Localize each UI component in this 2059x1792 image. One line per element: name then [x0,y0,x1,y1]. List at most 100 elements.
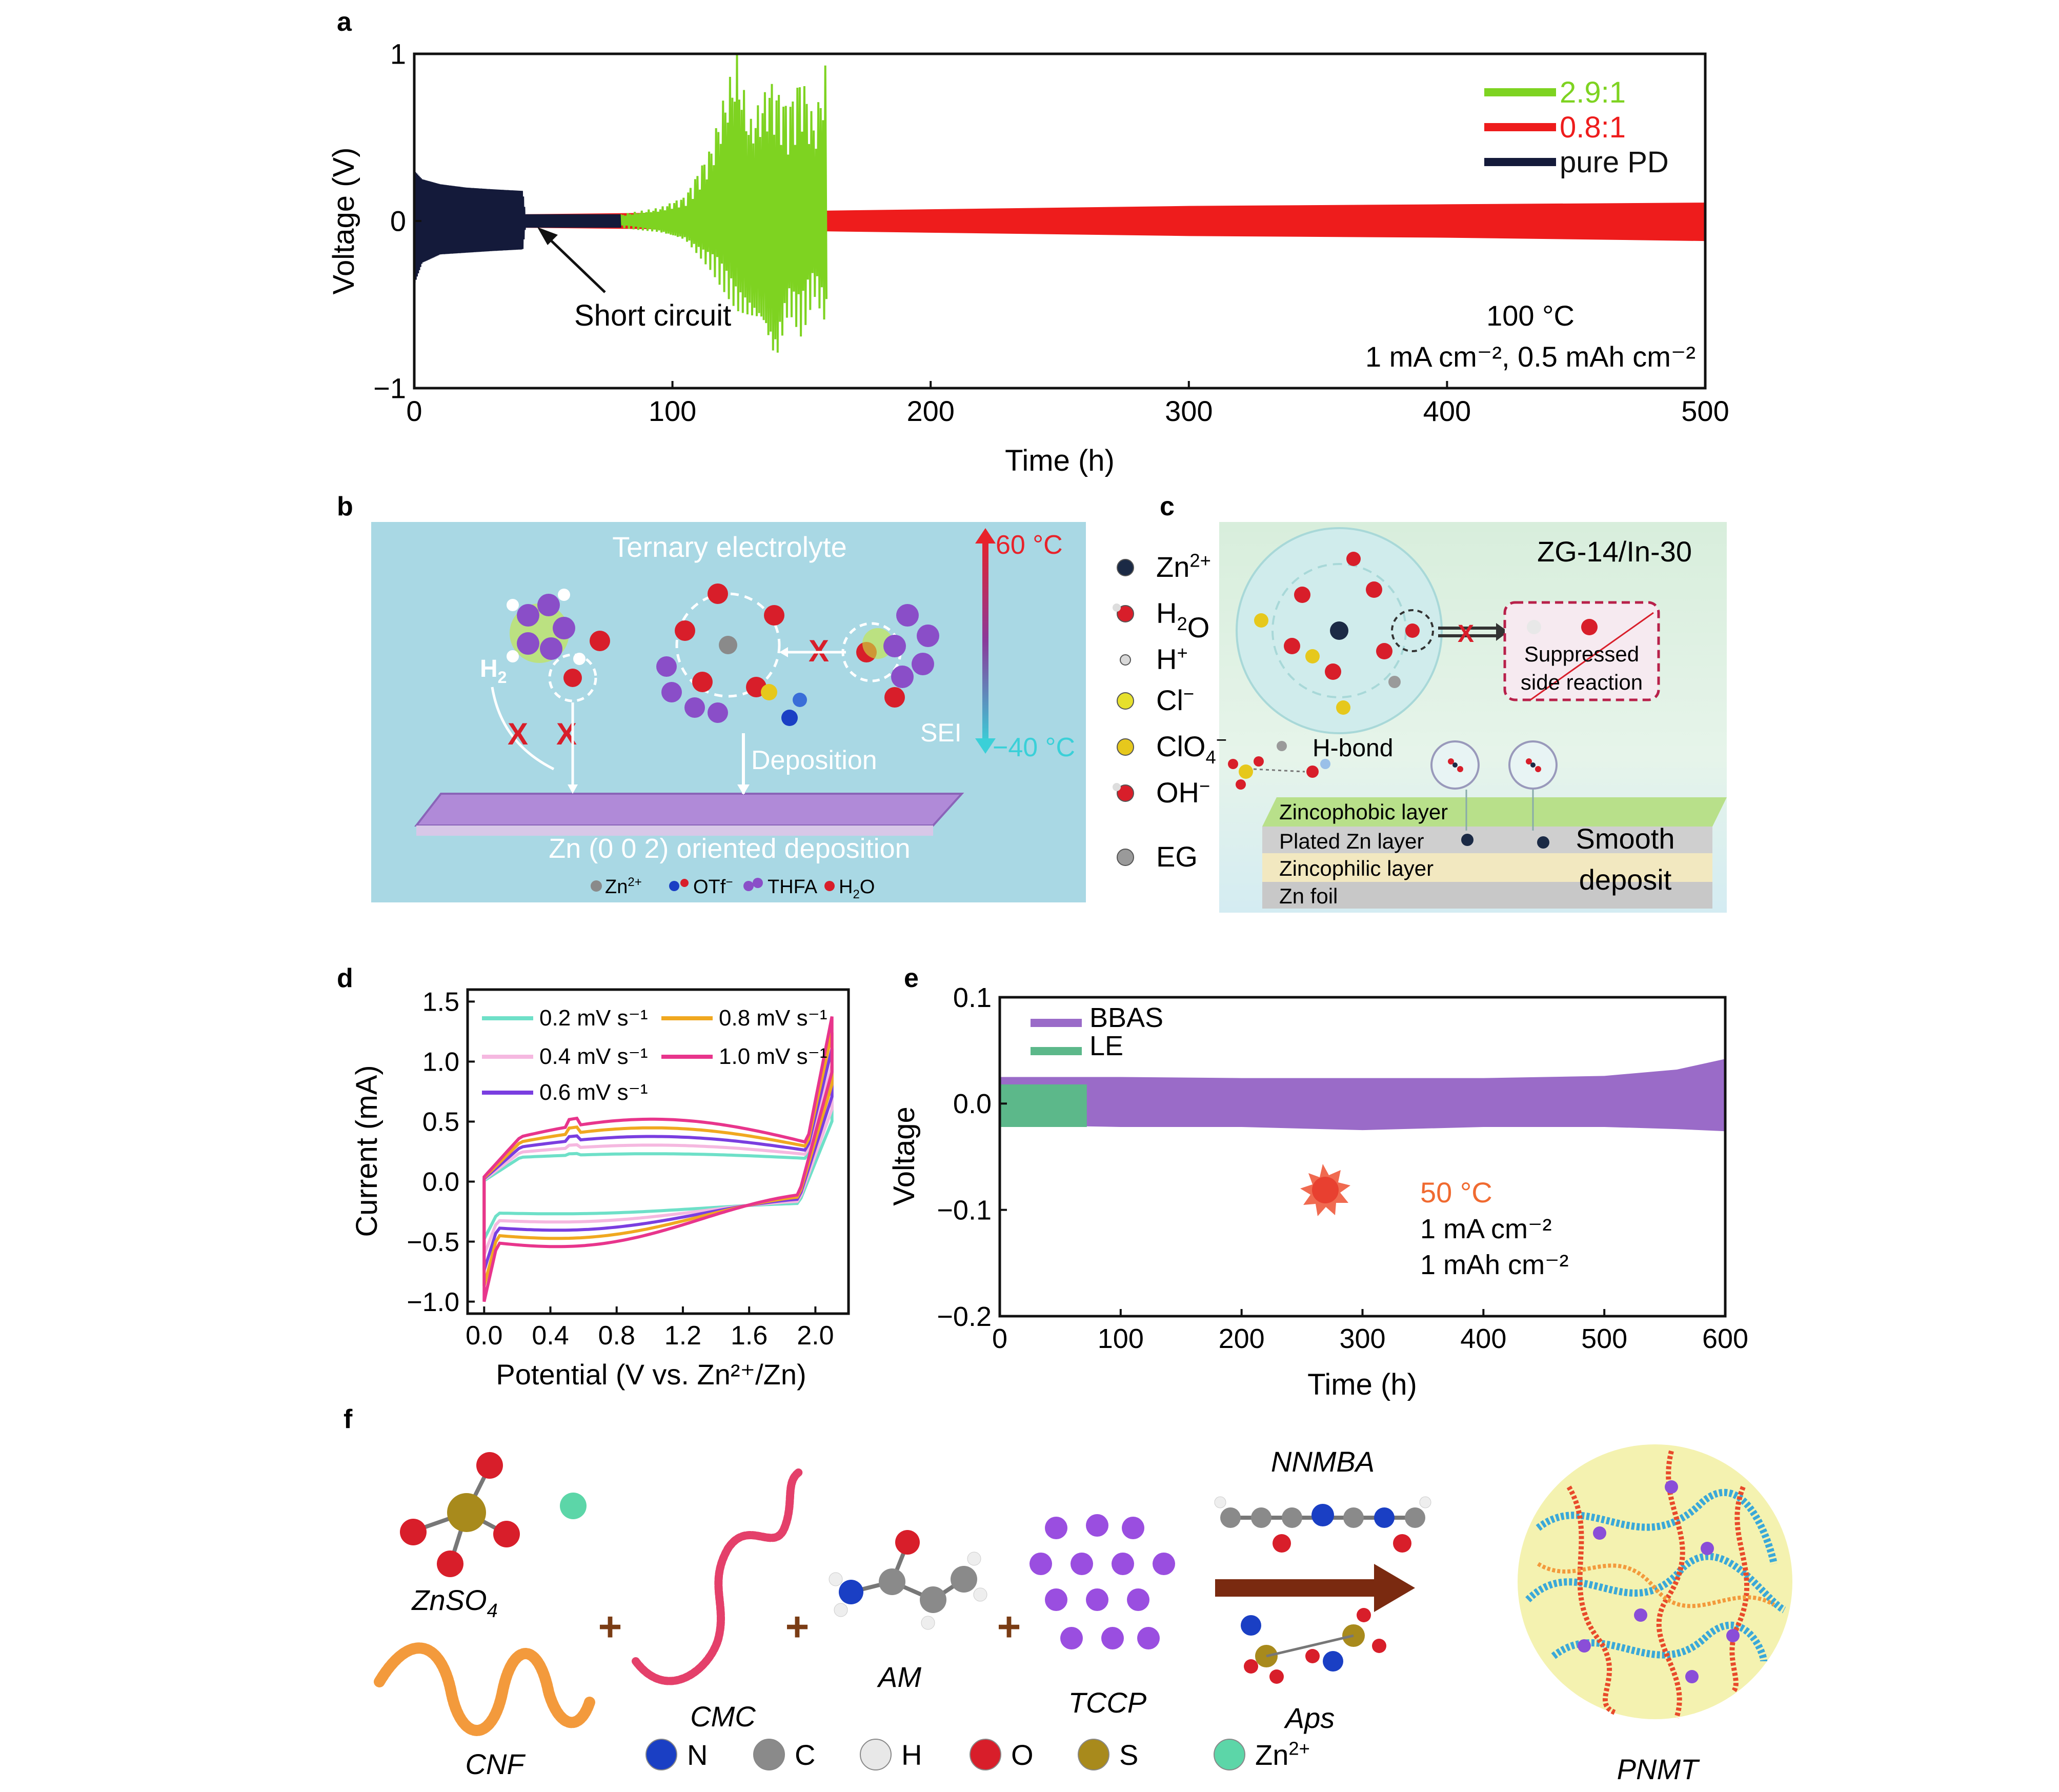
temperature-high-label: 60 °C [996,530,1063,560]
legend-label: 0.6 mV s⁻¹ [539,1080,648,1105]
x-tick-label: 1.2 [664,1321,701,1351]
y-tick-label: −0.2 [937,1301,992,1332]
species-label: OH− [1156,775,1210,809]
x-tick-label: 300 [1165,395,1213,427]
cv-curve [482,1064,834,1256]
panel-d-y-axis-label: Current (mA) [350,1065,383,1237]
legend-swatch [1031,1019,1082,1027]
short-circuit-annotation: Short circuit [537,227,731,332]
panel-d-ticks: 0.0 0.4 0.8 1.2 1.6 2.0 −1.0 −0.5 0.0 0.5 1.0 1.5 [407,988,834,1351]
y-tick-label: −0.1 [937,1195,992,1226]
series-band [1000,1059,1725,1132]
deposition-label: Deposition [751,746,877,775]
cnf-fiber-icon [374,1642,595,1736]
species-label: Cl− [1156,683,1194,716]
y-tick-label: 1.0 [422,1048,459,1077]
panel-a-temperature: 100 °C [1486,299,1574,332]
zn-foil-layer [1262,882,1712,909]
sei-label: SEI [920,718,962,747]
panel-letter-d: d [337,963,353,993]
series-pure-PD [413,171,621,283]
side-reaction-label: side reaction [1521,670,1643,694]
panel-e-x-axis-label: Time (h) [1307,1368,1417,1401]
legend-label: BBAS [1089,1002,1163,1033]
panel-e: e 0 100 200 300 400 500 600 −0.2 −0.1 0.0 0.1 Time… [887,963,1748,1401]
blocked-arrow-icon: X [1438,620,1508,648]
thfa-molecule-left-icon [507,589,610,702]
pnmt-label: PNMT [1617,1753,1700,1785]
x-tick-label: 400 [1423,395,1471,427]
panel-d-legend: 0.2 mV s⁻¹ 0.4 mV s⁻¹ 0.6 mV s⁻¹ 0.8 mV s⁻¹… [482,1005,827,1105]
atom-label: H [901,1739,922,1771]
panel-b: b Ternary electrolyte 60 °C −40 °C SEI Z… [337,492,1086,902]
smooth-label: Smooth [1576,822,1675,855]
heat-burst-icon [1300,1164,1350,1216]
species-label: Zn2+ [1156,550,1211,583]
znso4-molecule-icon [400,1452,587,1577]
atom-label: Zn2+ [1255,1738,1310,1771]
panel-a-x-axis-label: Time (h) [1005,444,1115,477]
legend-swatch [1031,1047,1082,1055]
species-icon [1117,738,1134,756]
species-label: ClO4− [1156,729,1227,768]
cv-curve [482,1016,834,1302]
suppressed-label: Suppressed [1524,642,1639,666]
atom-swatch [645,1739,677,1770]
series-line [413,171,621,283]
temperature-arrow-up-icon [975,528,996,543]
panel-letter-a: a [337,7,352,37]
species-icon [1117,784,1134,802]
y-tick-label: 1.5 [422,988,459,1017]
plus-sign: + [785,1604,810,1649]
solvation-structure-icon [1236,527,1443,734]
species-label: EG [1156,840,1198,873]
atom-label: S [1119,1739,1138,1771]
panel-c-title: ZG-14/In-30 [1537,535,1692,568]
x-tick-label: 0.4 [532,1321,569,1351]
cnf-label: CNF [465,1748,526,1780]
blocked-x-icon: X [508,717,528,751]
plated-zn-layer [1262,827,1712,853]
x-tick-label: 600 [1702,1323,1748,1354]
zn-002-plane-label: Zn (0 0 2) oriented deposition [549,833,910,864]
x-tick-label: 100 [1098,1323,1144,1354]
species-icon [1117,605,1134,622]
y-tick-label: −0.5 [407,1227,459,1257]
x-tick-label: 0 [992,1323,1007,1354]
x-tick-label: 2.0 [797,1321,834,1351]
y-tick-label: 1 [390,38,406,70]
panel-b-legend: Zn2+ OTf− THFA H2O [591,875,875,901]
aps-molecule-icon [1241,1608,1386,1684]
layer-label: Zn foil [1279,884,1338,908]
panel-a: a 0 100 200 300 400 500−101 Time (h) Voltage … [327,7,1729,477]
legend-label: LE [1089,1031,1123,1061]
am-label: AM [877,1661,921,1693]
zincophobic-layer [1262,797,1727,827]
legend-label: 0.2 mV s⁻¹ [539,1005,648,1031]
layer-label: Zincophilic layer [1279,856,1434,880]
y-tick-label: 0 [390,205,406,237]
panel-letter-b: b [337,492,353,521]
short-circuit-label: Short circuit [574,299,731,332]
h-bond-label: H-bond [1313,735,1393,762]
deposit-label: deposit [1579,863,1672,896]
aps-label: Aps [1284,1702,1335,1734]
h-bond-cluster-icon [1228,741,1330,790]
cmc-label: CMC [690,1700,756,1733]
temperature-arrow-down-icon [975,738,996,754]
y-tick-label: 0.1 [953,982,992,1013]
panel-a-plot-area [413,54,1706,353]
layer-label: Plated Zn layer [1279,829,1424,853]
am-molecule-icon [829,1530,987,1630]
panel-e-ticks: 0 100 200 300 400 500 600 −0.2 −0.1 0.0 0.1 [937,982,1748,1354]
svg-text:OTf−: OTf− [693,875,733,898]
panel-letter-c: c [1160,492,1175,521]
atom-swatch [1214,1739,1245,1770]
panel-letter-e: e [904,963,919,993]
panel-letter-f: f [344,1404,353,1434]
panel-e-plot-area [1000,1059,1725,1132]
panel-a-y-axis-label: Voltage (V) [327,148,360,295]
x-tick-label: 1.6 [731,1321,768,1351]
